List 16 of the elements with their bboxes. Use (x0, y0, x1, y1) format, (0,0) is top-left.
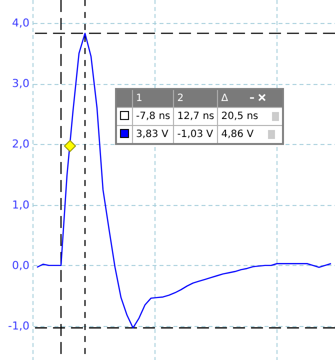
annotation: 3,83 V (132, 126, 174, 144)
y-tick-label: 3,0 (12, 77, 30, 90)
y-tick-label: 0,0 (12, 258, 30, 272)
y-tick-label: 2,0 (12, 138, 30, 151)
annotation: 1 (132, 89, 174, 108)
annotation: 4,86 V (218, 126, 284, 144)
y-tick-label: 1,0 (12, 198, 30, 212)
annotation: -7,8 ns (132, 108, 174, 126)
y-tick-label: 4,0 (12, 16, 30, 30)
annotation: 12,7 ns (174, 108, 218, 126)
y-tick-label: -1,0 (8, 320, 30, 333)
annotation: -1,03 V (174, 126, 218, 144)
annotation: 2 (174, 89, 218, 108)
annotation: Δ (218, 89, 284, 108)
annotation: 20,5 ns (218, 108, 284, 126)
line-series (36, 32, 332, 328)
